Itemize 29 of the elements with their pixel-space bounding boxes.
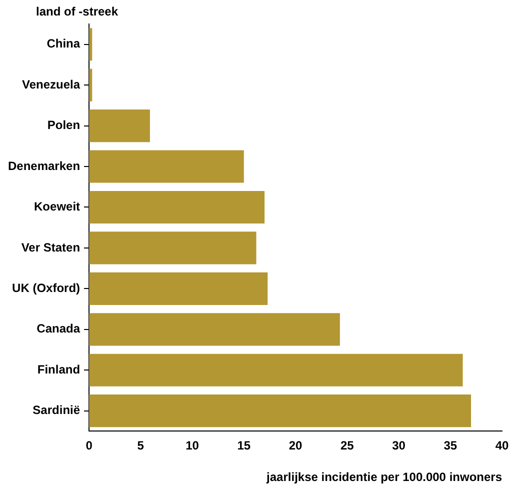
y-tick-label: Canada xyxy=(36,322,80,336)
y-tick-label: China xyxy=(46,36,80,51)
y-tick-label: Polen xyxy=(47,118,80,132)
x-tick-label: 30 xyxy=(392,438,406,453)
bar xyxy=(89,232,256,264)
y-tick-label: Finland xyxy=(37,362,80,376)
y-tick-label: Venezuela xyxy=(22,77,80,92)
x-tick-label: 40 xyxy=(495,438,509,453)
y-tick-label: Sardinië xyxy=(32,403,80,418)
bar xyxy=(89,394,472,428)
bar xyxy=(89,110,150,142)
bar xyxy=(89,354,463,386)
y-tick-label: UK (Oxford) xyxy=(12,280,80,295)
bar xyxy=(89,313,340,346)
bar xyxy=(89,150,244,183)
x-tick-label: 5 xyxy=(137,438,144,453)
bar xyxy=(89,272,268,305)
x-tick-label: 0 xyxy=(86,438,93,453)
bar xyxy=(89,190,265,224)
y-tick-label: Koeweit xyxy=(34,200,80,214)
y-tick-label: Ver Staten xyxy=(21,240,80,254)
x-tick-label: 20 xyxy=(288,438,303,453)
x-tick-label: 15 xyxy=(237,438,251,453)
y-tick-label: Denemarken xyxy=(8,158,80,173)
y-axis-title: land of -streek xyxy=(36,4,118,18)
x-axis-title: jaarlijkse incidentie per 100.000 inwoners xyxy=(266,470,502,484)
x-tick-label: 35 xyxy=(444,438,458,453)
x-tick-label: 25 xyxy=(340,438,354,453)
x-tick-label: 10 xyxy=(186,438,200,453)
